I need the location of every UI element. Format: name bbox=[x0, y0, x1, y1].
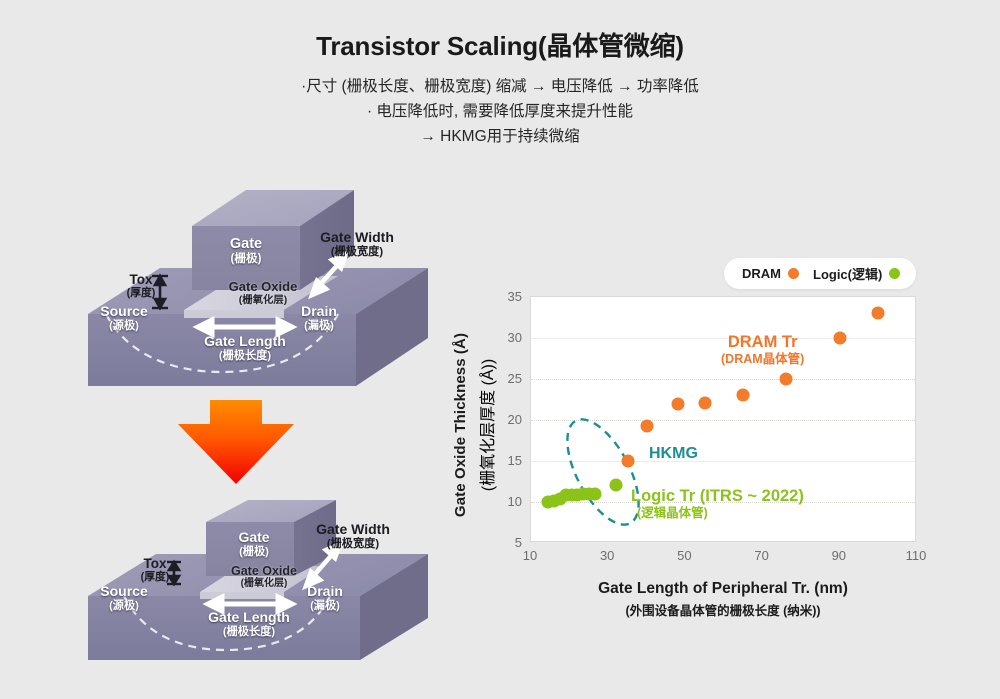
data-point-dram bbox=[871, 306, 885, 320]
down-arrow-icon bbox=[178, 400, 294, 484]
x-tick-90: 90 bbox=[831, 548, 847, 563]
bullet-list: ·尺寸 (栅极长度、栅极宽度) 缩减 → 电压降低 → 功率降低 · 电压降低时… bbox=[0, 74, 1000, 149]
transistor-3d-illustration-top bbox=[88, 190, 428, 386]
x-tick-110: 110 bbox=[905, 548, 927, 563]
annotation-logic-tr-en: Logic Tr (ITRS ~ 2022) bbox=[631, 487, 804, 505]
y-tick-15: 15 bbox=[507, 453, 522, 468]
annotation-dram-tr-cn: (DRAM晶体管) bbox=[721, 351, 805, 366]
gridline-20 bbox=[531, 420, 915, 421]
y-tick-30: 30 bbox=[507, 330, 522, 345]
chart-legend: DRAM Logic(逻辑) bbox=[724, 258, 917, 289]
legend-item-dram[interactable]: DRAM bbox=[742, 266, 799, 281]
x-axis-title-cn: (外围设备晶体管的栅极长度 (纳米)) bbox=[625, 604, 821, 618]
y-axis-title: Gate Oxide Thickness (Å) bbox=[452, 300, 469, 550]
data-point-dram bbox=[833, 331, 847, 345]
x-tick-30: 30 bbox=[599, 548, 615, 563]
data-point-dram bbox=[698, 396, 712, 410]
data-point-dram bbox=[671, 397, 685, 411]
x-tick-10: 10 bbox=[522, 548, 538, 563]
transistor-diagram-top: Gate (栅极) Gate Oxide (栅氧化层) Gate Width (… bbox=[88, 186, 428, 401]
plot-area: DRAM Tr (DRAM晶体管) HKMG Logic Tr (ITRS ~ … bbox=[530, 296, 916, 542]
scaling-down-arrow bbox=[176, 398, 296, 486]
data-point-dram bbox=[736, 388, 750, 402]
gridline-15 bbox=[531, 461, 915, 462]
data-point-dram bbox=[779, 372, 793, 386]
bullet-line-2: · 电压降低时, 需要降低厚度来提升性能 bbox=[366, 103, 634, 120]
data-point-dram bbox=[640, 419, 654, 433]
page-title: Transistor Scaling(晶体管微缩) bbox=[316, 31, 684, 61]
annotation-dram-tr-en: DRAM Tr bbox=[727, 333, 798, 351]
transistor-3d-illustration-bottom bbox=[88, 500, 428, 660]
x-axis-title-en: Gate Length of Peripheral Tr. (nm) bbox=[598, 580, 848, 597]
legend-label-dram: DRAM bbox=[742, 266, 781, 281]
y-tick-5: 5 bbox=[514, 535, 522, 550]
gridline-10 bbox=[531, 502, 915, 503]
legend-dot-logic bbox=[889, 268, 901, 279]
scatter-chart: DRAM Logic(逻辑) Gate Oxide Thickness (Å) … bbox=[440, 250, 1000, 650]
transistor-diagram-bottom: Gate (栅极) Gate Oxide (栅氧化层) Gate Width (… bbox=[88, 500, 428, 672]
y-tick-25: 25 bbox=[507, 371, 522, 386]
y-tick-35: 35 bbox=[507, 289, 522, 304]
gridline-25 bbox=[531, 379, 915, 380]
data-point-dram bbox=[621, 454, 634, 468]
legend-item-logic[interactable]: Logic(逻辑) bbox=[813, 264, 901, 283]
data-point-logic bbox=[588, 487, 602, 501]
legend-label-logic: Logic(逻辑) bbox=[813, 267, 883, 282]
data-point-logic bbox=[609, 478, 623, 492]
annotation-hkmg: HKMG bbox=[649, 445, 698, 462]
annotation-dram-tr: DRAM Tr (DRAM晶体管) bbox=[721, 333, 804, 366]
legend-dot-dram bbox=[788, 268, 799, 279]
bullet-line-3: → HKMG用于持续微缩 bbox=[420, 128, 580, 145]
x-tick-70: 70 bbox=[754, 548, 769, 563]
x-axis-title: Gate Length of Peripheral Tr. (nm) (外围设备… bbox=[530, 580, 916, 619]
x-tick-50: 50 bbox=[677, 548, 692, 563]
y-tick-10: 10 bbox=[507, 494, 522, 509]
gridline-30 bbox=[531, 338, 915, 339]
annotation-logic-tr-cn: (逻辑晶体管) bbox=[637, 505, 708, 520]
y-tick-20: 20 bbox=[507, 412, 522, 427]
y-axis-title-en: Gate Oxide Thickness (Å) bbox=[452, 332, 469, 518]
bullet-line-1: ·尺寸 (栅极长度、栅极宽度) 缩减 → 电压降低 → 功率降低 bbox=[301, 78, 699, 95]
annotation-logic-tr: Logic Tr (ITRS ~ 2022) (逻辑晶体管) bbox=[631, 487, 804, 520]
